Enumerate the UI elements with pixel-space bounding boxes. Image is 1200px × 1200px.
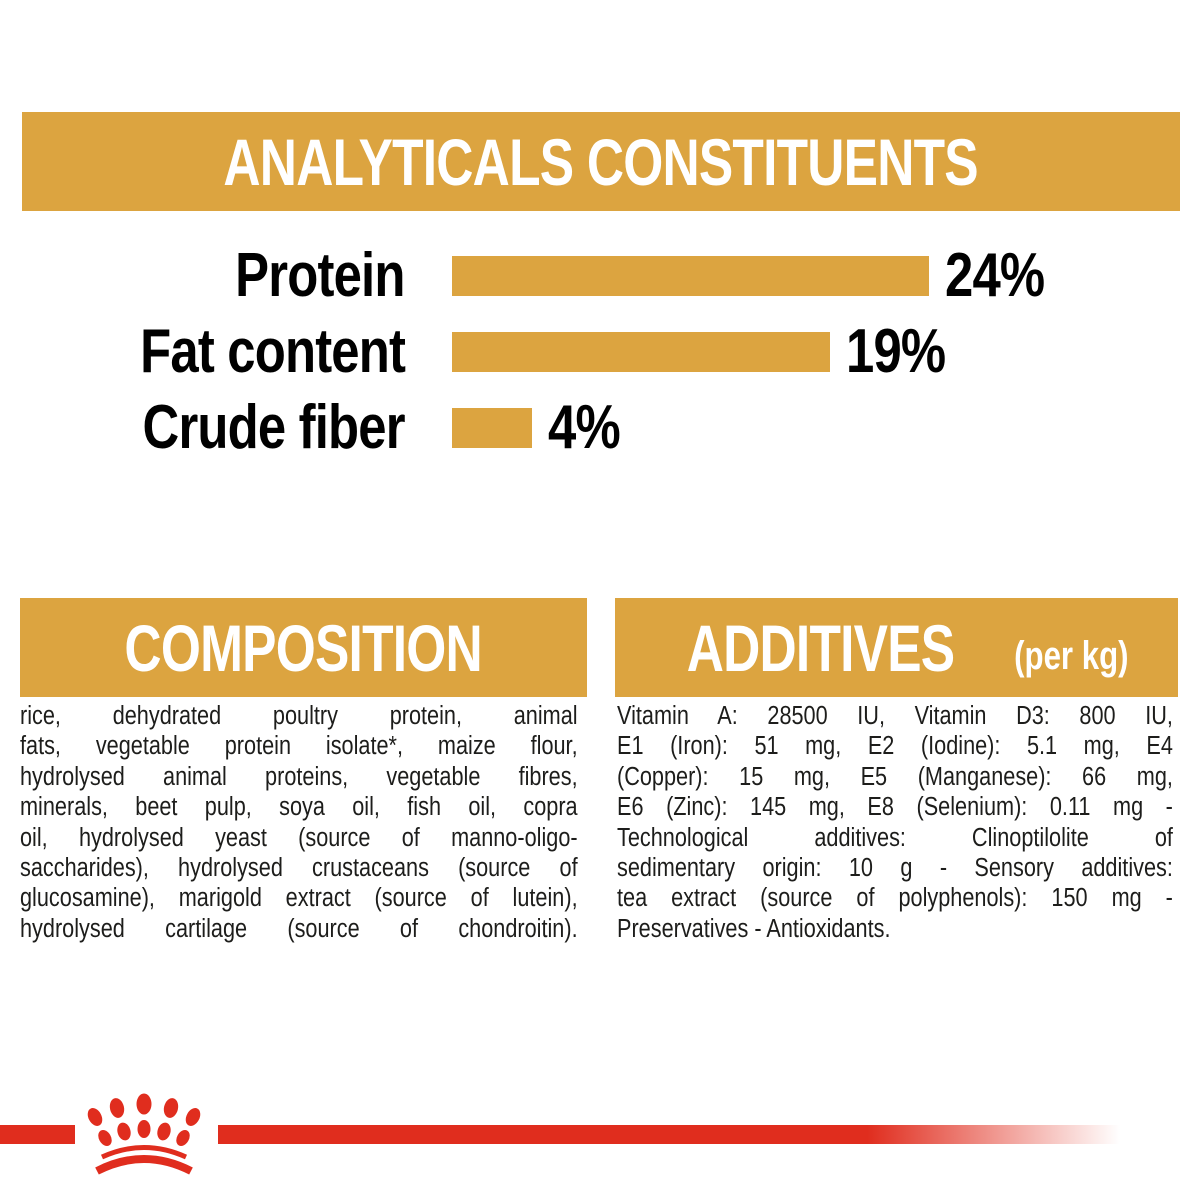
additives-title: ADDITIVES xyxy=(686,610,954,685)
analytical-constituents-banner: ANALYTICALS CONSTITUENTS xyxy=(22,112,1180,211)
composition-text-line: hydrolysed cartilage (source of chondroi… xyxy=(20,914,578,943)
composition-text: rice, dehydrated poultry protein, animal… xyxy=(20,701,578,944)
additives-text-line: tea extract (source of polyphenols): 150… xyxy=(617,884,1173,913)
additives-text-line: E6 (Zinc): 145 mg, E8 (Selenium): 0.11 m… xyxy=(617,793,1173,822)
additives-text-line: sedimentary origin: 10 g - Sensory addit… xyxy=(617,854,1173,883)
chart-value-label: 24% xyxy=(945,241,1045,310)
additives-text-line: Technological additives: Clinoptilolite … xyxy=(617,823,1173,852)
brand-red-line-right xyxy=(218,1125,1120,1144)
additives-text: Vitamin A: 28500 IU, Vitamin D3: 800 IU,… xyxy=(617,701,1173,944)
chart-category-label: Protein xyxy=(235,241,406,310)
chart-bar xyxy=(452,408,532,448)
composition-text-line: oil, hydrolysed yeast (source of manno-o… xyxy=(20,823,578,852)
chart-bar xyxy=(452,332,830,372)
composition-banner: COMPOSITION xyxy=(20,598,587,697)
additives-unit-label: (per kg) xyxy=(1013,633,1129,678)
composition-text-line: fats, vegetable protein isolate*, maize … xyxy=(20,732,578,761)
analytical-constituents-title: ANALYTICALS CONSTITUENTS xyxy=(223,124,979,199)
chart-value-label: 19% xyxy=(846,317,946,386)
chart-category-label: Fat content xyxy=(140,317,406,386)
brand-red-line-left xyxy=(0,1125,75,1144)
composition-text-line: saccharides), hydrolysed crustaceans (so… xyxy=(20,854,578,883)
additives-text-line: E1 (Iron): 51 mg, E2 (Iodine): 5.1 mg, E… xyxy=(617,732,1173,761)
nutrition-bar-chart: Protein 24% Fat content 19% Crude fiber 4% xyxy=(0,238,1200,466)
chart-row-fat-content: Fat content 19% xyxy=(0,314,1200,390)
additives-text-line: Vitamin A: 28500 IU, Vitamin D3: 800 IU, xyxy=(617,702,1173,730)
composition-text-line: hydrolysed animal proteins, vegetable fi… xyxy=(20,762,578,791)
additives-text-line: Preservatives - Antioxidants. xyxy=(617,914,891,943)
chart-category-label: Crude fiber xyxy=(142,393,406,462)
composition-text-line: minerals, beet pulp, soya oil, fish oil,… xyxy=(20,793,578,822)
chart-value-label: 4% xyxy=(548,393,621,462)
royal-canin-crown-logo xyxy=(87,1093,201,1175)
chart-bar xyxy=(452,256,929,296)
composition-text-line: glucosamine), marigold extract (source o… xyxy=(20,884,578,913)
additives-text-line: (Copper): 15 mg, E5 (Manganese): 66 mg, xyxy=(617,762,1173,791)
additives-banner: ADDITIVES (per kg) xyxy=(615,598,1178,697)
chart-row-protein: Protein 24% xyxy=(0,238,1200,314)
composition-title: COMPOSITION xyxy=(124,610,483,685)
composition-text-line: rice, dehydrated poultry protein, animal xyxy=(20,702,578,730)
chart-row-crude-fiber: Crude fiber 4% xyxy=(0,390,1200,466)
